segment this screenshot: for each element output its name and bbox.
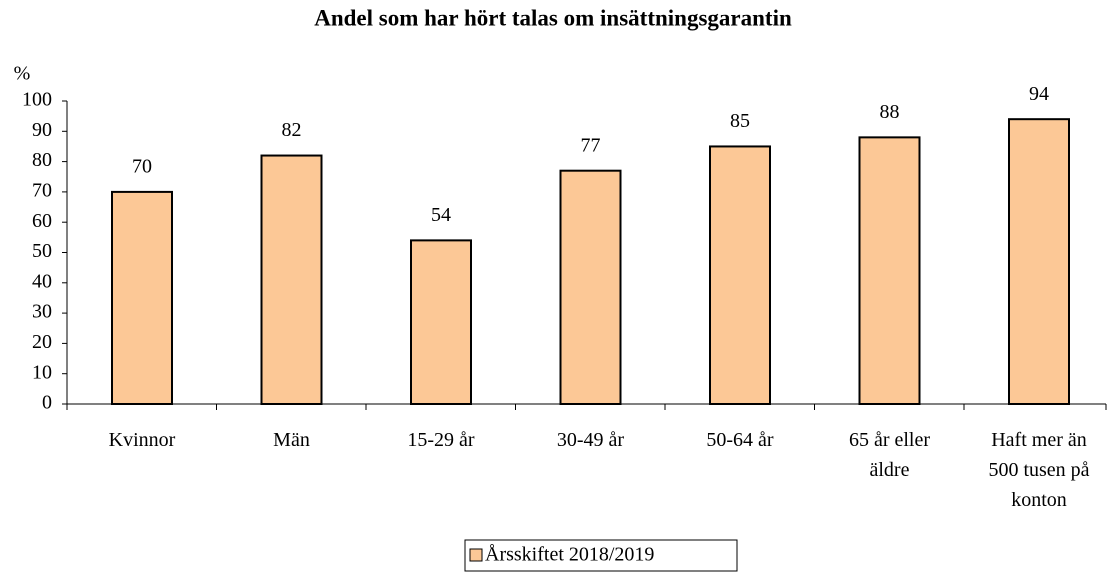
y-tick-label: 30 (32, 301, 52, 323)
y-tick-label: 40 (32, 270, 52, 292)
y-tick-label: 70 (32, 179, 52, 201)
x-tick-label-line: 15-29 år (407, 429, 475, 451)
y-tick-label: 80 (32, 149, 52, 171)
legend-box (464, 539, 738, 572)
x-tick-label-line: konton (1011, 489, 1067, 511)
x-tick-label: Kvinnor (109, 429, 176, 451)
bar (709, 145, 771, 405)
value-label: 77 (581, 134, 601, 156)
value-label: 94 (1029, 83, 1049, 105)
x-tick-label-line: äldre (870, 459, 910, 481)
x-tick-label: 65 år eller äldre (849, 429, 930, 481)
bar (260, 154, 323, 405)
value-label: 54 (431, 204, 451, 226)
x-tick-label: 30-49 år (557, 429, 625, 451)
x-tick-label-line: 500 tusen på (988, 459, 1089, 481)
value-label: 70 (132, 155, 152, 177)
bar (111, 190, 173, 405)
y-tick-label: 60 (32, 210, 52, 232)
y-tick-label: 50 (32, 240, 52, 262)
x-tick-label: Haft mer än 500 tusen på konton (988, 429, 1089, 511)
x-tick-label-line: Män (273, 429, 310, 451)
x-tick-label-line: Haft mer än (991, 429, 1087, 451)
x-tick-label: 15-29 år (407, 429, 475, 451)
x-tick-label: 50-64 år (706, 429, 774, 451)
x-tick-label-line: Kvinnor (109, 429, 176, 451)
x-tick-label-line: 65 år eller (849, 429, 930, 451)
legend-label: Årsskiftet 2018/2019 (485, 544, 654, 566)
legend-swatch (469, 548, 483, 562)
bar (858, 136, 921, 406)
x-tick-label-line: 50-64 år (706, 429, 774, 451)
x-tick-label: Män (273, 429, 310, 451)
y-tick-label: 10 (32, 361, 52, 383)
y-tick-label: 100 (22, 89, 52, 111)
y-axis-label: % (14, 63, 31, 85)
y-tick-label: 0 (42, 392, 52, 414)
x-tick-label-line: 30-49 år (557, 429, 625, 451)
chart-title: Andel som har hört talas om insättningsg… (314, 5, 792, 30)
bar (410, 239, 472, 405)
y-tick-label: 90 (32, 119, 52, 141)
value-label: 85 (730, 110, 750, 132)
bar (1008, 118, 1070, 406)
value-label: 88 (880, 101, 900, 123)
value-label: 82 (282, 119, 302, 141)
y-tick-label: 20 (32, 331, 52, 353)
bar (559, 169, 622, 405)
